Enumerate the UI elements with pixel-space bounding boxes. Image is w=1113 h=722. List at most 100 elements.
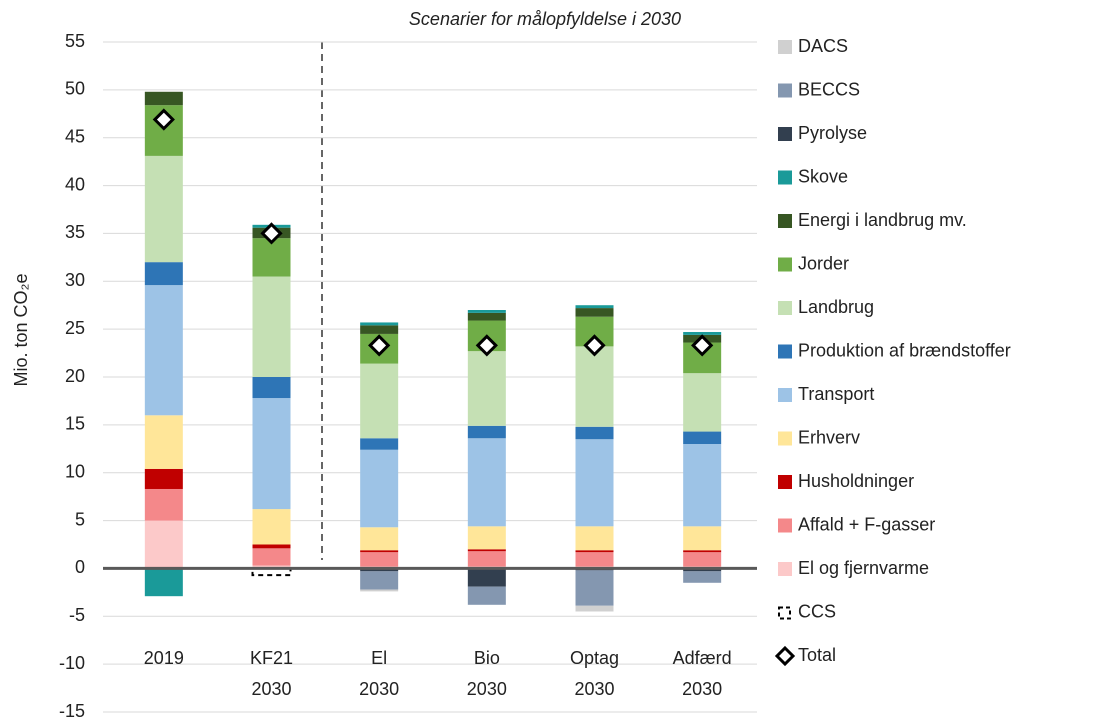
legend-label: El og fjernvarme (798, 558, 929, 578)
legend-label: DACS (798, 36, 848, 56)
bar-segment (252, 238, 291, 277)
legend-label: Transport (798, 384, 874, 404)
y-tick-label: 25 (65, 318, 85, 338)
bar-segment (683, 526, 722, 551)
bar-segment (252, 276, 291, 377)
legend-swatch (778, 475, 792, 489)
y-tick-label: -15 (59, 701, 85, 721)
bar-segment (467, 549, 506, 552)
legend-swatch (778, 214, 792, 228)
bar-segment (467, 351, 506, 426)
y-tick-label: 35 (65, 222, 85, 242)
x-tick-label: KF21 2030 (250, 648, 293, 699)
y-tick-label: 45 (65, 126, 85, 146)
legend-swatch (778, 257, 792, 272)
bar-segment (360, 589, 399, 592)
bar-segment (467, 526, 506, 550)
bar-segment (144, 91, 183, 106)
legend-label: Erhverv (798, 427, 860, 447)
legend-swatch (778, 606, 791, 620)
bar-segment (467, 425, 506, 439)
bar-segment (144, 488, 183, 521)
legend-swatch (774, 645, 796, 667)
y-tick-label: -5 (69, 605, 85, 625)
bar-segment (575, 550, 614, 553)
bar-segment (252, 509, 291, 545)
total-marker (152, 108, 175, 131)
bar-segment (575, 308, 614, 317)
bar-segment (252, 548, 291, 566)
bar-segment (467, 568, 506, 587)
bar-segment (467, 551, 506, 567)
y-tick-label: -10 (59, 653, 85, 673)
bar-segment (144, 262, 183, 286)
bar-segment (360, 449, 399, 528)
bar-segment (683, 571, 722, 583)
bar-segment (144, 568, 183, 597)
bar-segment (252, 544, 291, 549)
total-marker (691, 334, 714, 357)
y-tick-label: 55 (65, 31, 85, 51)
legend-swatch (778, 40, 792, 54)
y-tick-label: 20 (65, 366, 85, 386)
bar-segment (683, 431, 722, 444)
bar-segment (252, 377, 291, 399)
legend-swatch (778, 83, 792, 98)
x-tick-label: Bio 2030 (467, 648, 507, 699)
legend-label: BECCS (798, 79, 860, 99)
legend-swatch (778, 344, 792, 359)
grid (103, 41, 757, 713)
bar-segment (683, 373, 722, 432)
bar-segment (252, 398, 291, 510)
bar-segment (360, 325, 399, 334)
legend-label: Husholdninger (798, 471, 914, 491)
bars (144, 91, 722, 612)
total-marker (260, 222, 283, 245)
total-marker (475, 334, 498, 357)
legend-label: CCS (798, 601, 836, 621)
bar-segment (144, 520, 183, 569)
bar-segment (360, 552, 399, 567)
x-tick-label: Adfærd 2030 (673, 648, 732, 699)
legend-swatch (778, 127, 792, 141)
total-marker (583, 334, 606, 357)
bar-segment (360, 571, 399, 590)
bar-segment (467, 310, 506, 313)
legend-label: Energi i landbrug mv. (798, 210, 967, 230)
y-tick-label: 15 (65, 414, 85, 434)
legend-label: Produktion af brændstoffer (798, 340, 1011, 360)
y-axis-label: Mio. ton CO₂e (11, 273, 31, 386)
bar-segment (467, 438, 506, 527)
legend-swatch (778, 562, 792, 576)
legend-label: Affald + F-gasser (798, 514, 935, 534)
bar-segment (360, 527, 399, 551)
x-tick-label: Optag 2030 (570, 648, 619, 699)
bar-segment (144, 155, 183, 263)
annotation: Scenarier for målopfyldelse i 2030 (409, 9, 681, 29)
bar-segment (683, 444, 722, 527)
legend-swatch (778, 388, 792, 402)
bar-segment (575, 570, 614, 606)
bar-segment (467, 586, 506, 605)
bar-segment (575, 305, 614, 309)
bar-segment (360, 550, 399, 553)
y-tick-label: 5 (75, 509, 85, 529)
legend-label: Total (798, 645, 836, 665)
legend-swatch (778, 518, 792, 533)
legend-label: Landbrug (798, 297, 874, 317)
x-tick-label: 2019 (144, 648, 184, 668)
bar-segment (575, 346, 614, 427)
legend-label: Pyrolyse (798, 123, 867, 143)
bar-segment (360, 363, 399, 439)
bar-segment (575, 605, 614, 612)
y-tick-label: 50 (65, 79, 85, 99)
y-tick-label: 10 (65, 461, 85, 481)
bar-segment (683, 332, 722, 335)
bar-segment (360, 438, 399, 450)
legend-swatch (778, 301, 792, 315)
x-tick-label: El 2030 (359, 648, 399, 699)
bar-segment (575, 439, 614, 527)
bar-segment (575, 552, 614, 567)
bar-segment (467, 312, 506, 321)
